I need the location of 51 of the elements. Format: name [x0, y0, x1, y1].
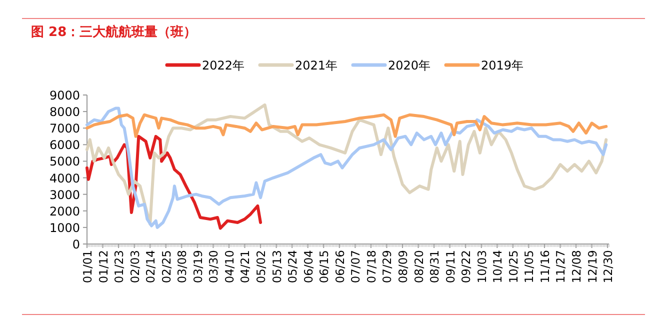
- x-tick-label: 11/16: [538, 250, 552, 284]
- x-tick-label: 06/26: [332, 250, 347, 284]
- x-tick-label: 06/04: [301, 250, 316, 284]
- x-tick-label: 10/25: [506, 250, 520, 284]
- line-series: [86, 113, 608, 138]
- x-tick-label: 09/22: [459, 250, 474, 284]
- y-tick-label: 3000: [49, 188, 80, 202]
- y-tick-label: 7000: [49, 122, 80, 136]
- x-tick-label: 12/30: [601, 250, 616, 284]
- y-tick-label: 5000: [49, 154, 80, 169]
- x-tick-label: 05/02: [254, 250, 268, 284]
- x-tick-label: 08/20: [412, 250, 426, 284]
- x-tick-label: 07/29: [380, 250, 394, 284]
- x-tick-label: 05/13: [270, 250, 284, 284]
- x-tick-label: 10/14: [490, 250, 505, 284]
- y-tick-label: 2000: [49, 204, 80, 218]
- x-tick-label: 08/09: [396, 250, 410, 284]
- x-tick-label: 03/30: [206, 250, 221, 284]
- x-tick-label: 02/25: [159, 250, 174, 284]
- y-tick-label: 9000: [49, 88, 80, 102]
- y-tick-label: 1000: [49, 220, 80, 235]
- x-tick-label: 03/19: [190, 250, 205, 284]
- x-tick-label: 07/18: [364, 250, 378, 284]
- x-tick-label: 12/19: [585, 250, 600, 284]
- y-tick-label: 8000: [49, 105, 80, 120]
- x-tick-label: 12/08: [570, 250, 584, 284]
- x-tick-label: 01/01: [80, 250, 94, 284]
- x-tick-label: 07/07: [348, 250, 363, 284]
- x-tick-label: 04/10: [222, 250, 236, 284]
- x-tick-label: 09/11: [443, 250, 458, 284]
- chart-title: 图 28：三大航航班量（班）: [31, 24, 197, 40]
- x-tick-label: 02/03: [128, 250, 142, 284]
- x-tick-label: 01/23: [112, 250, 126, 284]
- legend-label: 2019年: [481, 58, 524, 72]
- x-tick-label: 02/14: [144, 250, 158, 284]
- x-tick-label: 01/12: [96, 250, 110, 284]
- x-tick-label: 03/08: [175, 250, 190, 284]
- legend-label: 2022年: [202, 58, 245, 72]
- legend-label: 2020年: [388, 58, 431, 72]
- x-tick-label: 06/15: [317, 250, 332, 284]
- legend-label: 2021年: [295, 58, 338, 72]
- x-tick-label: 05/24: [286, 250, 300, 284]
- y-tick-label: 4000: [49, 171, 80, 186]
- x-tick-label: 08/31: [428, 250, 442, 284]
- y-tick-label: 6000: [49, 138, 80, 152]
- x-tick-label: 11/05: [522, 250, 536, 284]
- x-tick-label: 04/21: [238, 250, 252, 284]
- x-tick-label: 11/27: [554, 250, 568, 284]
- y-tick-label: 0: [72, 238, 80, 252]
- line-series: [86, 134, 262, 230]
- x-tick-label: 10/03: [474, 250, 489, 284]
